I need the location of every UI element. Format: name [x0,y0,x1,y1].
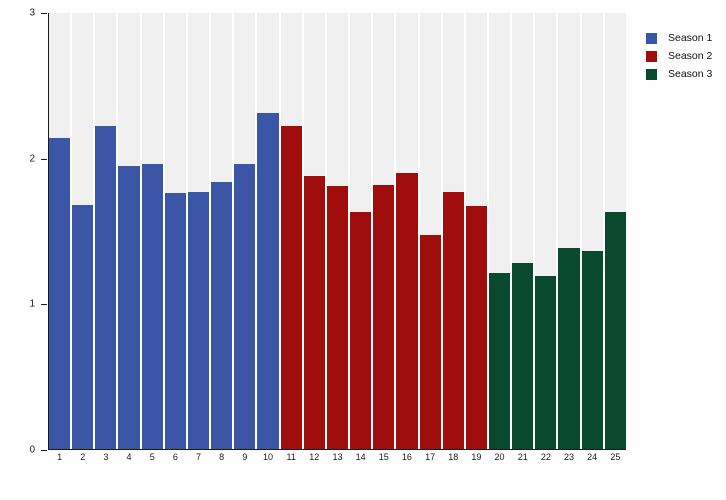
y-tick-label-0: 0 [29,444,35,456]
legend-item-season-2: Season 2 [646,50,712,62]
x-tick-label-15: 15 [378,452,389,462]
x-tick-label-19: 19 [471,452,482,462]
category-slot-18 [442,13,464,449]
legend-swatch-season-2 [646,50,657,62]
category-slot-3 [95,13,117,449]
category-slot-7 [187,13,210,449]
x-tick-label-21: 21 [517,452,528,462]
category-slot-8 [211,13,233,449]
category-slot-13 [326,13,349,449]
bar-10 [257,113,279,449]
legend-item-season-3: Season 3 [646,68,712,80]
bar-5 [141,164,163,449]
y-tick-mark-1 [41,304,47,306]
category-slot-6 [164,13,186,449]
x-tick-label-17: 17 [425,452,436,462]
legend-swatch-season-3 [646,68,657,80]
x-tick-label-14: 14 [355,452,366,462]
bar-16 [396,172,418,449]
category-slot-15 [373,13,395,449]
category-slot-4 [118,13,140,449]
x-tick-label-25: 25 [610,452,621,462]
bar-23 [558,248,580,449]
x-tick-label-1: 1 [57,452,63,462]
legend-label-season-1: Season 1 [668,32,713,44]
bar-11 [280,126,302,449]
bar-22 [535,276,557,449]
bar-12 [303,175,325,449]
x-tick-label-22: 22 [540,452,551,462]
x-tick-label-11: 11 [286,452,296,462]
bar-1 [49,138,71,449]
category-slot-22 [535,13,557,449]
x-tick-label-12: 12 [309,452,320,462]
category-slot-10 [257,13,279,449]
x-tick-label-10: 10 [262,452,273,462]
bar-8 [211,181,233,449]
x-tick-label-13: 13 [332,452,343,462]
category-slot-5 [141,13,163,449]
legend-label-season-3: Season 3 [668,68,713,80]
x-tick-label-18: 18 [448,452,459,462]
bar-3 [95,126,117,449]
x-tick-label-16: 16 [401,452,412,462]
bar-18 [442,191,464,449]
x-tick-label-9: 9 [242,452,248,462]
x-tick-label-6: 6 [172,452,178,462]
bar-21 [512,262,534,449]
category-slot-20 [488,13,511,449]
x-axis-labels: 1 2 3 4 5 6 7 8 9 10 11 12 13 14 15 16 17 18 19 20 21 22 23 24 2… [49,452,626,462]
bar-25 [604,212,626,449]
category-slot-24 [581,13,603,449]
bar-15 [373,184,395,449]
category-slot-9 [234,13,256,449]
bar-17 [419,235,441,449]
category-slot-11 [280,13,302,449]
x-tick-label-2: 2 [80,452,86,462]
legend: Season 1 Season 2 Season 3 [646,32,712,86]
category-slot-1 [49,13,71,449]
bar-2 [72,204,94,449]
bar-9 [234,164,256,449]
category-slot-14 [350,13,372,449]
category-slot-25 [604,13,626,449]
x-tick-label-3: 3 [103,452,109,462]
x-tick-label-20: 20 [494,452,505,462]
x-tick-label-24: 24 [587,452,598,462]
bar-14 [350,212,372,449]
x-tick-label-23: 23 [564,452,575,462]
bar-6 [164,193,186,449]
bars-container [49,13,626,449]
category-slot-21 [512,13,534,449]
x-tick-label-7: 7 [196,452,202,462]
bar-13 [326,185,349,449]
category-slot-19 [465,13,487,449]
bar-20 [488,273,511,449]
y-tick-label-2: 2 [29,153,35,165]
category-slot-16 [396,13,418,449]
y-tick-label-1: 1 [29,298,35,310]
bar-24 [581,251,603,449]
bar-19 [465,206,487,449]
category-slot-23 [558,13,580,449]
y-tick-mark-0 [41,450,47,451]
category-slot-2 [72,13,94,449]
bar-7 [187,191,210,449]
category-slot-12 [303,13,325,449]
y-tick-label-3: 3 [29,7,35,19]
x-tick-label-8: 8 [219,452,225,462]
y-tick-mark-2 [41,158,47,160]
y-tick-mark-3 [41,13,47,14]
bar-4 [118,165,140,449]
x-tick-label-4: 4 [126,452,132,462]
x-tick-label-5: 5 [149,452,155,462]
legend-label-season-2: Season 2 [668,50,713,62]
category-slot-17 [419,13,441,449]
legend-swatch-season-1 [646,32,657,44]
legend-item-season-1: Season 1 [646,32,712,44]
